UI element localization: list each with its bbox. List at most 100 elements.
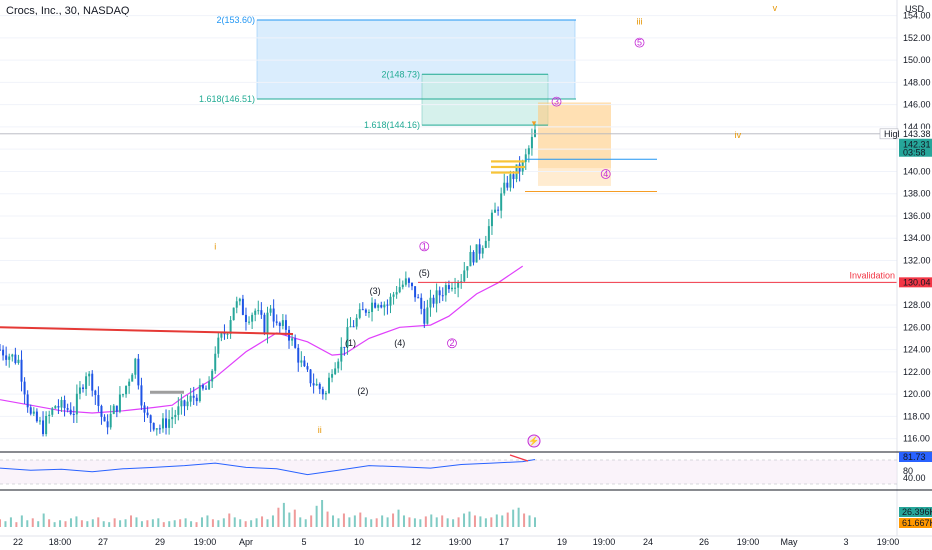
time-tick: 27 bbox=[98, 537, 108, 547]
price-tick: 152.00 bbox=[903, 33, 931, 43]
moving-average bbox=[0, 265, 524, 414]
volume-bar bbox=[479, 516, 482, 527]
candle-body bbox=[260, 310, 263, 315]
candle-body bbox=[454, 287, 457, 289]
candle-body bbox=[417, 297, 420, 299]
lightning-icon[interactable] bbox=[527, 434, 541, 448]
candle-body bbox=[266, 312, 269, 334]
candle-body bbox=[45, 415, 48, 435]
time-tick: Apr bbox=[239, 537, 253, 547]
candle-body bbox=[364, 309, 367, 313]
candle-body bbox=[494, 209, 497, 213]
candle-body bbox=[48, 414, 51, 416]
candle-body bbox=[254, 310, 257, 315]
time-tick: 26 bbox=[699, 537, 709, 547]
moving-average-line bbox=[0, 265, 524, 414]
price-tick: 120.00 bbox=[903, 389, 931, 399]
wave-label: 1 bbox=[422, 241, 427, 251]
candle-body bbox=[318, 383, 321, 390]
candle-body bbox=[140, 385, 143, 406]
candle-body bbox=[177, 406, 180, 415]
volume-pane: 26.396K61.667K bbox=[0, 489, 932, 528]
volume-bar bbox=[239, 519, 242, 527]
candle-body bbox=[527, 148, 530, 155]
price-tick: 154.00 bbox=[903, 11, 931, 21]
price-tick: 140.00 bbox=[903, 166, 931, 176]
candle-body bbox=[174, 414, 177, 418]
candle-body bbox=[103, 416, 106, 422]
invalidation-value: 130.04 bbox=[903, 277, 931, 287]
price-tick: 132.00 bbox=[903, 256, 931, 266]
price-axis: USD 116.00 118.00 120.00 122.00 124.00 126.00 1… bbox=[879, 0, 932, 536]
candle-body bbox=[63, 400, 66, 409]
volume-bar bbox=[402, 515, 405, 527]
volume-bar bbox=[59, 520, 62, 527]
rsi-divergence bbox=[509, 454, 529, 462]
candle-body bbox=[238, 298, 241, 302]
volume-bar bbox=[255, 518, 258, 527]
candle-body bbox=[352, 326, 355, 328]
fib-marker bbox=[491, 160, 525, 163]
candle-body bbox=[306, 366, 309, 370]
candle-body bbox=[201, 385, 204, 389]
time-axis: 22 18:00 27 29 19:00 Apr 5 10 12 19:00 17 19 19:00 24… bbox=[0, 535, 932, 547]
volume-bar bbox=[184, 518, 187, 527]
candle-body bbox=[497, 209, 500, 211]
volume-value: 26.396K bbox=[902, 507, 932, 517]
time-tick: 17 bbox=[499, 537, 509, 547]
candle-body bbox=[278, 322, 281, 326]
high-value-bg bbox=[899, 128, 932, 139]
time-tick: 19:00 bbox=[194, 537, 217, 547]
candle-body bbox=[355, 317, 358, 327]
candle-body bbox=[5, 355, 8, 360]
candle-body bbox=[420, 297, 423, 309]
volume-bar bbox=[75, 516, 78, 527]
candle-body bbox=[109, 413, 112, 428]
candle-body bbox=[469, 251, 472, 267]
candle-body bbox=[26, 394, 29, 408]
candle-body bbox=[284, 320, 287, 330]
candle-body bbox=[32, 411, 35, 414]
candle-body bbox=[118, 394, 121, 412]
volume-bar bbox=[206, 515, 209, 527]
candle-body bbox=[475, 244, 478, 263]
candle-body bbox=[241, 298, 244, 315]
candle-body bbox=[192, 395, 195, 398]
candle-body bbox=[66, 408, 69, 410]
fib-label: 2(148.73) bbox=[381, 69, 420, 79]
fib-marker bbox=[491, 171, 519, 174]
volume-bar bbox=[370, 519, 373, 527]
candle-body bbox=[346, 327, 349, 348]
candle-body bbox=[248, 321, 251, 323]
volume-bar bbox=[353, 515, 356, 527]
volume-bar bbox=[190, 521, 193, 527]
candle-body bbox=[205, 388, 208, 390]
fib-marker bbox=[491, 165, 525, 169]
fib-boxes bbox=[256, 19, 611, 186]
candle-body bbox=[97, 395, 100, 406]
price-tick: 144.00 bbox=[903, 122, 931, 132]
volume-bar bbox=[321, 500, 324, 527]
candle-body bbox=[35, 411, 38, 422]
candle-body bbox=[23, 381, 26, 395]
wave-circle bbox=[634, 37, 645, 48]
candle-body bbox=[100, 405, 103, 417]
wave-label: 5 bbox=[637, 38, 642, 48]
candle-body bbox=[217, 337, 220, 354]
price-tick: 124.00 bbox=[903, 345, 931, 355]
volume-bar bbox=[299, 517, 302, 527]
volume-bar bbox=[102, 521, 105, 527]
candle-body bbox=[294, 338, 297, 348]
volume-bar bbox=[151, 519, 154, 527]
candle-body bbox=[11, 354, 14, 357]
volume-bar bbox=[108, 522, 111, 527]
candle-body bbox=[435, 290, 438, 304]
candle-body bbox=[235, 301, 238, 308]
gray-marker bbox=[150, 390, 184, 394]
wave-label: v bbox=[773, 3, 778, 13]
time-tick: 19:00 bbox=[593, 537, 616, 547]
candle-body bbox=[438, 290, 441, 296]
volume-bar bbox=[86, 521, 89, 527]
candle-body bbox=[223, 333, 226, 335]
